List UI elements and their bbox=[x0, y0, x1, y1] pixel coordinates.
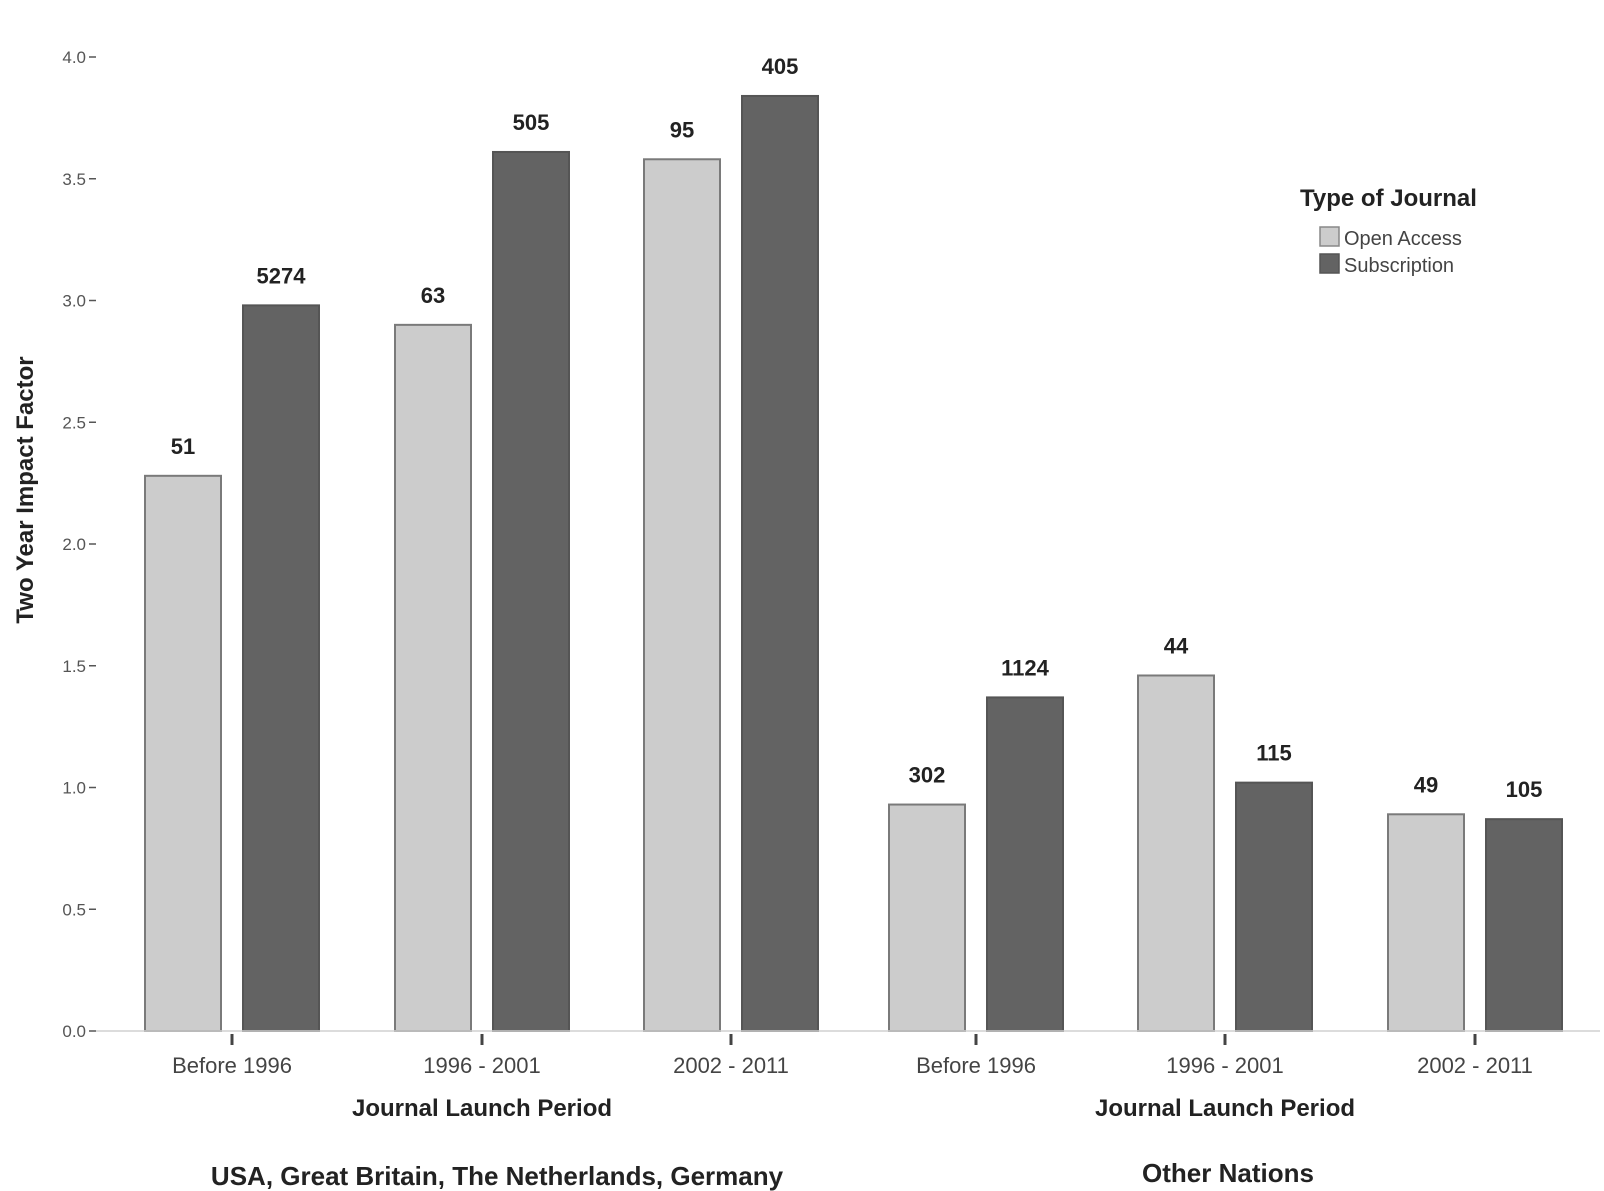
x-category-label: 2002 - 2011 bbox=[1417, 1053, 1533, 1078]
bar-open-access bbox=[144, 474, 222, 1032]
x-category-label: 2002 - 2011 bbox=[673, 1053, 789, 1078]
x-category-label: Before 1996 bbox=[172, 1053, 292, 1078]
legend-label-open-access: Open Access bbox=[1344, 228, 1462, 250]
legend-title: Type of Journal bbox=[1300, 185, 1477, 212]
bar-subscription bbox=[986, 696, 1064, 1033]
x-axis: Before 1996 1996 - 2001 2002 - 2011 Before … bbox=[96, 1030, 1600, 1078]
y-tick-label: 4.0 bbox=[62, 48, 86, 67]
bar-data-label: 505 bbox=[513, 110, 550, 135]
panel2-x-axis-title: Journal Launch Period bbox=[1095, 1095, 1355, 1122]
bar-data-label: 51 bbox=[171, 434, 195, 459]
x-category-label: 1996 - 2001 bbox=[423, 1053, 540, 1078]
bar-data-label: 302 bbox=[909, 763, 946, 788]
bar-open-access bbox=[1387, 813, 1465, 1032]
bar-subscription bbox=[492, 150, 570, 1032]
bar-open-access bbox=[394, 323, 472, 1033]
panel1-title: USA, Great Britain, The Netherlands, Ger… bbox=[211, 1161, 784, 1191]
bar-open-access bbox=[1137, 674, 1215, 1032]
bar-data-label: 5274 bbox=[257, 263, 307, 288]
bar-data-label: 405 bbox=[762, 54, 799, 79]
y-axis-title: Two Year Impact Factor bbox=[12, 356, 39, 623]
panel2-title: Other Nations bbox=[1142, 1158, 1314, 1188]
legend-swatch-subscription bbox=[1319, 253, 1340, 274]
legend: Type of Journal Open Access Subscription bbox=[1300, 185, 1477, 277]
y-tick-label: 0.0 bbox=[62, 1022, 86, 1041]
bar-data-label: 63 bbox=[421, 283, 445, 308]
y-tick-label: 2.5 bbox=[62, 413, 86, 432]
y-tick-label: 3.5 bbox=[62, 170, 86, 189]
bar-subscription bbox=[741, 94, 819, 1032]
bar-data-label: 115 bbox=[1256, 741, 1292, 766]
y-tick-label: 2.0 bbox=[62, 535, 86, 554]
y-tick-label: 3.0 bbox=[62, 292, 86, 311]
bar-subscription bbox=[242, 304, 320, 1032]
bar-data-label: 105 bbox=[1506, 777, 1543, 802]
bar-data-label: 1124 bbox=[1001, 655, 1049, 680]
bar-data-label: 49 bbox=[1414, 772, 1438, 797]
legend-label-subscription: Subscription bbox=[1344, 255, 1454, 277]
x-category-label: 1996 - 2001 bbox=[1166, 1053, 1283, 1078]
bar-subscription bbox=[1235, 781, 1313, 1032]
legend-swatch-open-access bbox=[1319, 226, 1340, 247]
bar-subscription bbox=[1485, 818, 1563, 1033]
y-tick-label: 1.0 bbox=[62, 779, 86, 798]
y-tick-label: 0.5 bbox=[62, 900, 86, 919]
x-category-label: Before 1996 bbox=[916, 1053, 1036, 1078]
y-tick-label: 1.5 bbox=[62, 657, 86, 676]
y-axis: 0.0 0.5 1.0 1.5 2.0 2.5 3.0 3.5 4.0 bbox=[62, 48, 96, 1041]
panel1-x-axis-title: Journal Launch Period bbox=[352, 1095, 612, 1122]
bar-open-access bbox=[888, 803, 966, 1032]
bar-open-access bbox=[643, 158, 721, 1032]
bar-data-label: 44 bbox=[1164, 633, 1189, 658]
bars-group: 51 5274 63 505 95 405 302 1124 44 115 49 105 bbox=[144, 54, 1563, 1033]
bar-data-label: 95 bbox=[670, 117, 694, 142]
